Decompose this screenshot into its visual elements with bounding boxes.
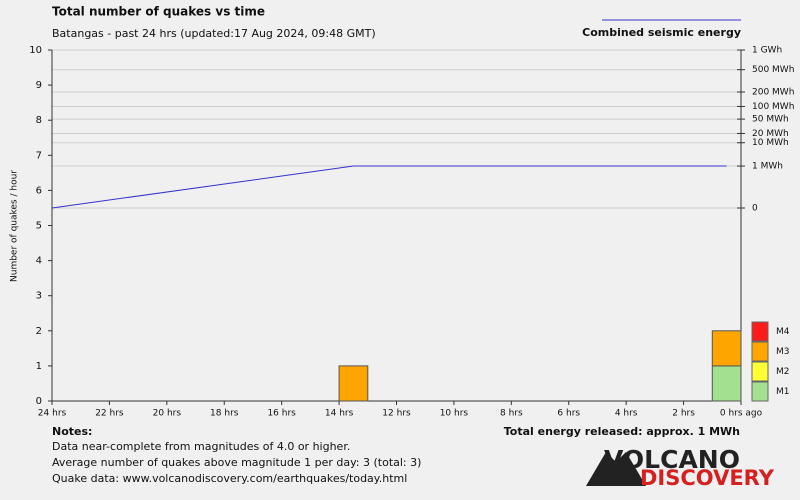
note: Data near-complete from magnitudes of 4.… bbox=[52, 440, 350, 453]
legend-label: M4 bbox=[776, 327, 790, 337]
logo-bottom: DISCOVERY bbox=[640, 466, 775, 490]
y2-tick-label: 500 MWh bbox=[752, 65, 794, 75]
y-tick-label: 10 bbox=[29, 45, 42, 56]
x-tick-label: 4 hrs bbox=[615, 409, 638, 419]
logo-top: VOLCANO bbox=[604, 445, 740, 474]
x-tick-label: 2 hrs bbox=[672, 409, 695, 419]
legend-swatch bbox=[751, 361, 769, 382]
y-axis-label: Number of quakes / hour bbox=[10, 170, 20, 282]
total-energy: Total energy released: approx. 1 MWh bbox=[504, 425, 740, 438]
y2-tick-label: 0 bbox=[752, 204, 758, 214]
legend-label: M1 bbox=[776, 387, 790, 397]
y-tick-label: 1 bbox=[36, 361, 42, 372]
x-tick-label: 10 hrs bbox=[440, 409, 469, 419]
x-tick-label: 20 hrs bbox=[153, 409, 182, 419]
legend-swatch bbox=[751, 341, 769, 362]
x-tick-label: 8 hrs bbox=[500, 409, 523, 419]
x-tick-label: 22 hrs bbox=[95, 409, 124, 419]
y-tick-label: 6 bbox=[36, 185, 42, 196]
bar bbox=[338, 365, 369, 402]
y2-tick-label: 1 MWh bbox=[752, 162, 783, 172]
x-tick-label: 6 hrs bbox=[557, 409, 580, 419]
y-tick-label: 9 bbox=[36, 80, 42, 91]
notes-title: Notes: bbox=[52, 425, 92, 438]
x-tick-label: 14 hrs bbox=[325, 409, 354, 419]
x-tick-label: 24 hrs bbox=[38, 409, 67, 419]
legend-label: Combined seismic energy bbox=[582, 26, 741, 39]
x-tick-label: 16 hrs bbox=[267, 409, 296, 419]
bar bbox=[711, 365, 742, 402]
note: Quake data: www.volcanodiscovery.com/ear… bbox=[52, 472, 407, 485]
y2-tick-label: 1 GWh bbox=[752, 46, 782, 56]
y2-tick-label: 10 MWh bbox=[752, 138, 789, 148]
y-tick-label: 2 bbox=[36, 326, 42, 337]
note: Average number of quakes above magnitude… bbox=[52, 456, 421, 469]
y-tick-label: 3 bbox=[36, 291, 42, 302]
y2-tick-label: 200 MWh bbox=[752, 88, 794, 98]
legend-swatch bbox=[751, 321, 769, 342]
y-tick-label: 5 bbox=[36, 221, 42, 232]
y2-tick-label: 20 MWh bbox=[752, 129, 789, 139]
bar bbox=[711, 330, 742, 367]
y-tick-label: 4 bbox=[36, 256, 42, 267]
energy-line bbox=[51, 165, 727, 209]
x-tick-label: 18 hrs bbox=[210, 409, 239, 419]
logo-icon bbox=[586, 452, 646, 486]
chart-title: Total number of quakes vs time bbox=[52, 5, 265, 19]
y2-tick-label: 50 MWh bbox=[752, 115, 789, 125]
legend-swatch bbox=[751, 381, 769, 402]
legend-label: M2 bbox=[776, 367, 790, 377]
y2-tick-label: 100 MWh bbox=[752, 102, 794, 112]
legend-label: M3 bbox=[776, 347, 790, 357]
chart-subtitle: Batangas - past 24 hrs (updated:17 Aug 2… bbox=[52, 27, 376, 40]
x-tick-label: 12 hrs bbox=[382, 409, 411, 419]
y-tick-label: 0 bbox=[36, 396, 42, 407]
x-tick-label: 0 hrs ago bbox=[720, 409, 763, 419]
y-tick-label: 8 bbox=[36, 115, 42, 126]
y-tick-label: 7 bbox=[36, 150, 42, 161]
